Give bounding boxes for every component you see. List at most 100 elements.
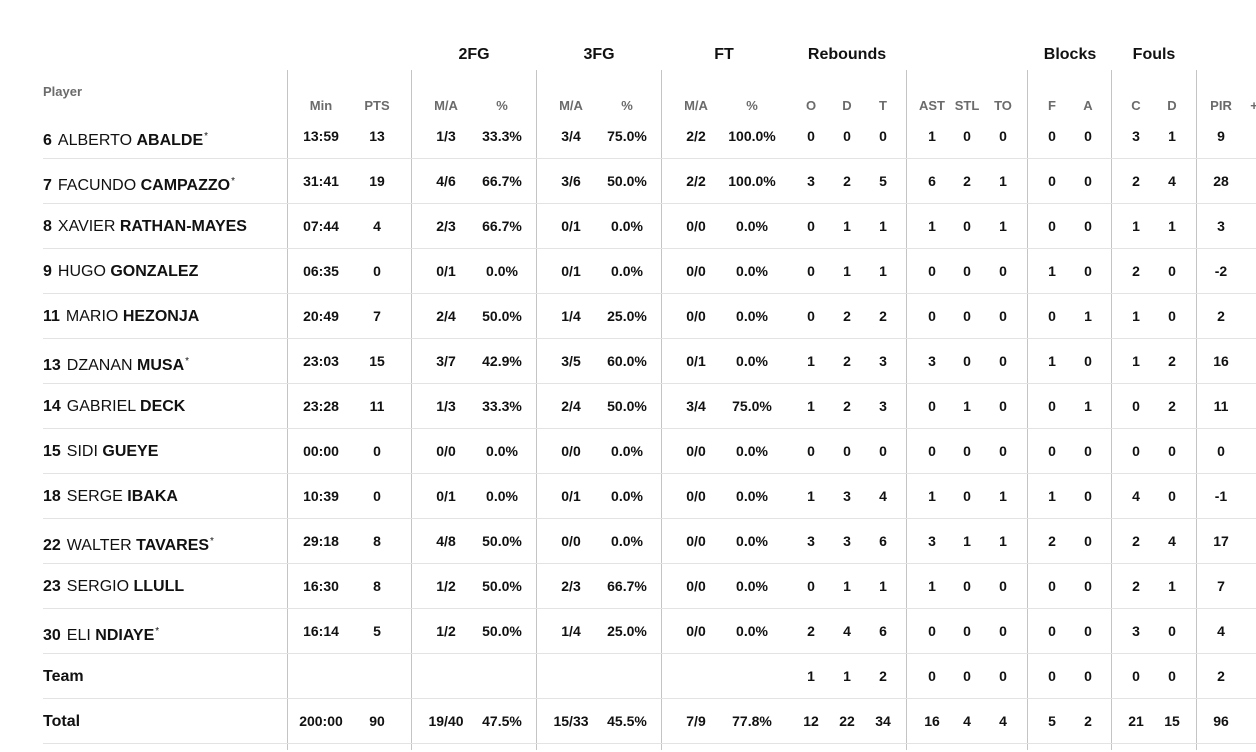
table-row: 7 FACUNDO CAMPAZZO* 31:41 19 4/6 66.7% 3/6 50.0… xyxy=(43,159,1256,204)
column-divider xyxy=(536,70,537,750)
team-row: Team 1 1 2 0 0 0 0 0 0 0 2 xyxy=(43,654,1256,699)
player-name[interactable]: 30 ELI NDIAYE* xyxy=(43,609,159,654)
player-number: 18 xyxy=(43,488,61,505)
stat-cell: 3 xyxy=(928,353,936,369)
group-header-fls: Fouls xyxy=(1132,46,1176,63)
player-first-name: HUGO xyxy=(57,263,106,280)
stat-cell: 1 xyxy=(963,533,971,549)
stat-cell: 3/4 xyxy=(561,128,581,144)
stat-cell: 0/0 xyxy=(686,443,706,459)
stat-cell: 0/0 xyxy=(686,533,706,549)
total-row: Total 200:00 90 19/40 47.5% 15/33 45.5% 7/9 77.8… xyxy=(43,699,1256,744)
player-name[interactable]: 18 SERGE IBAKA xyxy=(43,474,178,519)
stat-cell: 1 xyxy=(1168,218,1176,234)
column-divider xyxy=(1111,70,1112,750)
player-first-name: SERGE xyxy=(66,488,123,505)
column-header: % xyxy=(621,98,633,113)
stat-cell: 4/8 xyxy=(436,533,456,549)
stat-cell: 15 xyxy=(1164,713,1180,729)
stat-cell: 3 xyxy=(1217,218,1225,234)
stat-cell: 2 xyxy=(843,308,851,324)
player-name[interactable]: 14 GABRIEL DECK xyxy=(43,384,185,429)
stat-cell: 00:00 xyxy=(303,443,339,459)
stat-cell: 16 xyxy=(1213,353,1229,369)
stat-cell: 0/0 xyxy=(686,263,706,279)
stat-cell: 0 xyxy=(999,668,1007,684)
column-header: D xyxy=(1167,98,1177,113)
stat-cell: 4 xyxy=(879,488,887,504)
stat-cell: 0 xyxy=(928,308,936,324)
stat-cell: 0 xyxy=(999,353,1007,369)
stat-cell: 0 xyxy=(1048,623,1056,639)
stat-cell: 34 xyxy=(875,713,891,729)
player-name[interactable]: 6 ALBERTO ABALDE* xyxy=(43,114,208,159)
stat-cell: 1 xyxy=(879,578,887,594)
player-last-name: MUSA xyxy=(137,357,185,374)
stat-cell: 0/1 xyxy=(686,353,706,369)
stat-cell: 7/9 xyxy=(686,713,706,729)
player-last-name: NDIAYE xyxy=(95,627,155,644)
stat-cell: 1/2 xyxy=(436,623,456,639)
stat-cell: 1 xyxy=(999,488,1007,504)
stat-cell: 0 xyxy=(1084,353,1092,369)
player-name[interactable]: 13 DZANAN MUSA* xyxy=(43,339,189,384)
stat-cell: 0 xyxy=(843,128,851,144)
stat-cell: 0 xyxy=(807,263,815,279)
stat-cell: 0.0% xyxy=(736,263,768,279)
player-last-name: ABALDE xyxy=(136,132,204,149)
player-name[interactable]: 9 HUGO GONZALEZ xyxy=(43,249,198,294)
stat-cell: 0 xyxy=(843,443,851,459)
row-separator xyxy=(43,203,1256,204)
row-separator xyxy=(43,428,1256,429)
stat-cell: 0 xyxy=(807,218,815,234)
column-divider xyxy=(661,70,662,750)
stat-cell: 13 xyxy=(369,128,385,144)
player-number: 7 xyxy=(43,177,52,194)
column-header: STL xyxy=(954,98,980,113)
stat-cell: 1 xyxy=(807,398,815,414)
player-name[interactable]: 11 MARIO HEZONJA xyxy=(43,294,199,339)
stat-cell: 3/6 xyxy=(561,173,581,189)
stat-cell: 0 xyxy=(999,128,1007,144)
stat-cell: 0 xyxy=(963,443,971,459)
stat-cell: 2 xyxy=(879,668,887,684)
stat-cell: 0 xyxy=(963,623,971,639)
player-last-name: TAVARES xyxy=(136,537,210,554)
player-number: 13 xyxy=(43,357,61,374)
stat-cell: 1/2 xyxy=(436,578,456,594)
player-name[interactable]: 8 XAVIER RATHAN-MAYES xyxy=(43,204,247,249)
stat-cell: 1 xyxy=(999,218,1007,234)
table-row: 22 WALTER TAVARES* 29:18 8 4/8 50.0% 0/0 0.0% 0/… xyxy=(43,519,1256,564)
row-separator xyxy=(43,608,1256,609)
player-last-name: IBAKA xyxy=(127,488,178,505)
stat-cell: 3 xyxy=(1132,623,1140,639)
column-divider xyxy=(1027,70,1028,750)
stat-cell: 1/3 xyxy=(436,128,456,144)
stat-cell: 5 xyxy=(1048,713,1056,729)
stat-cell: 0/1 xyxy=(561,488,581,504)
player-name[interactable]: 15 SIDI GUEYE xyxy=(43,429,158,474)
stat-cell: 0 xyxy=(1132,668,1140,684)
stat-cell: 0.0% xyxy=(486,263,518,279)
column-header: Min xyxy=(309,98,333,113)
stat-cell: 0 xyxy=(999,623,1007,639)
stat-cell: 90 xyxy=(369,713,385,729)
column-divider xyxy=(411,70,412,750)
stat-cell: 1 xyxy=(879,218,887,234)
stat-cell: 0 xyxy=(1168,668,1176,684)
stat-cell: 2 xyxy=(807,623,815,639)
stat-cell: 20:49 xyxy=(303,308,339,324)
stat-cell: 0/0 xyxy=(561,443,581,459)
stat-cell: 2 xyxy=(843,353,851,369)
stat-cell: 0 xyxy=(1168,623,1176,639)
stat-cell: 8 xyxy=(373,578,381,594)
stat-cell: -2 xyxy=(1214,263,1228,279)
player-name[interactable]: 22 WALTER TAVARES* xyxy=(43,519,214,564)
stat-cell: 1 xyxy=(807,668,815,684)
table-row: 18 SERGE IBAKA 10:39 0 0/1 0.0% 0/1 0.0% 0/0 0.0%… xyxy=(43,474,1256,519)
stat-cell: 0 xyxy=(1048,308,1056,324)
player-name[interactable]: 23 SERGIO LLULL xyxy=(43,564,184,609)
stat-cell: 0 xyxy=(1048,173,1056,189)
stat-cell: 1 xyxy=(1048,263,1056,279)
player-name[interactable]: 7 FACUNDO CAMPAZZO* xyxy=(43,159,235,204)
